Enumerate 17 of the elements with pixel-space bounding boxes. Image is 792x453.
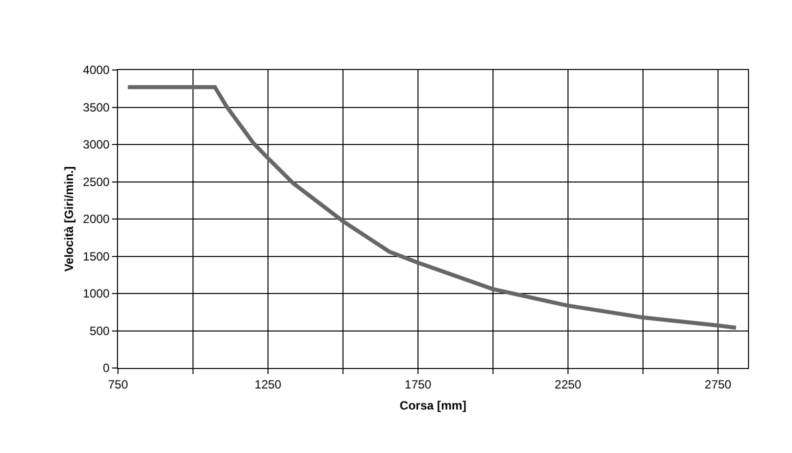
line-series — [126, 85, 738, 330]
y-axis-title: Velocità [Giri/min.] — [62, 166, 76, 272]
y-tick-label: 4000 — [82, 63, 110, 78]
y-tick-label: 3000 — [82, 138, 110, 152]
x-tick-label: 2750 — [704, 377, 732, 392]
y-tick-label: 1500 — [82, 249, 110, 264]
x-tick-label: 1750 — [404, 377, 432, 392]
y-tick-label: 2500 — [82, 174, 110, 189]
x-tick-label: 750 — [108, 377, 128, 392]
y-tick-label: 0 — [102, 361, 110, 376]
y-tick-label: 3500 — [82, 100, 110, 114]
y-tick-label: 2000 — [82, 212, 110, 226]
x-tick-label: 2250 — [554, 377, 582, 392]
x-tick-label: 1250 — [254, 377, 282, 392]
y-tick-label: 500 — [90, 324, 110, 338]
x-axis-title: Corsa [mm] — [400, 398, 466, 412]
y-tick-label: 1000 — [82, 286, 110, 301]
